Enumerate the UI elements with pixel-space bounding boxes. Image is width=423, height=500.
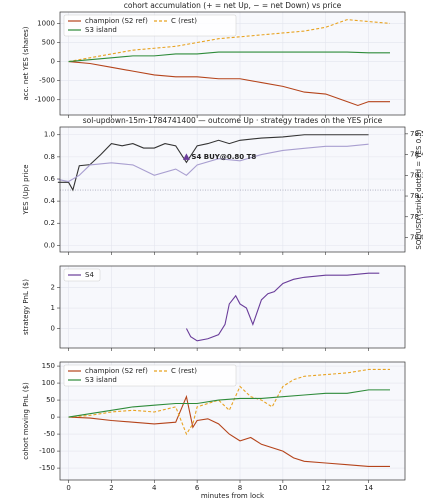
x-tick-label: 14 bbox=[364, 484, 373, 492]
plot-area bbox=[60, 266, 405, 348]
x-tick-label: 8 bbox=[238, 484, 242, 492]
y-tick-label: -50 bbox=[44, 430, 55, 438]
y2-tick-label: 78.3 bbox=[410, 171, 423, 179]
legend-box bbox=[63, 268, 101, 282]
y-tick-label: 0 bbox=[51, 325, 55, 333]
x-tick-label: 0 bbox=[66, 484, 70, 492]
trade-label: S4 BUY@0.80 T8 bbox=[191, 153, 256, 161]
y-tick-label: 1000 bbox=[37, 19, 55, 27]
y-tick-label: 500 bbox=[42, 39, 55, 47]
legend-label: champion (S2 ref) bbox=[85, 367, 148, 375]
legend-box bbox=[63, 364, 237, 387]
panel-title: cohort accumulation (+ = net Up, − = net… bbox=[124, 1, 342, 10]
series-line bbox=[57, 143, 369, 183]
y-axis-label: acc. net YES (shares) bbox=[22, 26, 30, 100]
plot-area bbox=[60, 127, 405, 252]
panel-title: sol-updown-15m-1784741400 — outcome Up ·… bbox=[83, 116, 383, 125]
legend-label: C (rest) bbox=[171, 367, 197, 375]
series-line bbox=[68, 394, 390, 467]
y2-tick-label: 78.0 bbox=[410, 233, 423, 241]
y-tick-label: 0.4 bbox=[44, 197, 56, 205]
legend-box bbox=[63, 14, 237, 37]
legend-label: C (rest) bbox=[171, 17, 197, 25]
y-tick-label: 150 bbox=[42, 362, 55, 370]
legend-label: champion (S2 ref) bbox=[85, 17, 148, 25]
series-line bbox=[68, 19, 391, 63]
y-tick-label: 50 bbox=[46, 396, 55, 404]
x-tick-label: 6 bbox=[195, 484, 200, 492]
y-tick-label: 1.0 bbox=[44, 131, 55, 139]
y-tick-label: 2 bbox=[51, 284, 55, 292]
y-axis-label: strategy PnL ($) bbox=[22, 279, 30, 335]
y2-axis-label: SOL/USD (strike dotted = YES 0.5) bbox=[415, 129, 423, 249]
x-tick-label: 10 bbox=[278, 484, 287, 492]
y-tick-label: 0 bbox=[51, 58, 55, 66]
plot-frame bbox=[59, 265, 406, 349]
plot-frame bbox=[59, 126, 406, 253]
legend-label: S4 bbox=[85, 271, 94, 279]
trade-marker bbox=[182, 153, 190, 160]
x-tick-label: 4 bbox=[152, 484, 157, 492]
y-tick-label: 0.2 bbox=[44, 219, 55, 227]
y-tick-label: -100 bbox=[39, 447, 55, 455]
y-tick-label: 0.6 bbox=[44, 175, 56, 183]
y-tick-label: -150 bbox=[39, 464, 55, 472]
x-tick-label: 2 bbox=[109, 484, 113, 492]
y-tick-label: 0 bbox=[51, 413, 55, 421]
y-tick-label: 0.0 bbox=[44, 241, 55, 249]
y2-tick-label: 78.1 bbox=[410, 213, 423, 221]
y-axis-label: cohort moving PnL ($) bbox=[22, 382, 30, 460]
y2-tick-label: 78.4 bbox=[410, 151, 423, 159]
series-line bbox=[68, 389, 390, 418]
y-tick-label: -1000 bbox=[35, 96, 55, 104]
legend-label: S3 island bbox=[85, 26, 117, 34]
legend-label: S3 island bbox=[85, 376, 117, 384]
y-tick-label: 0.8 bbox=[44, 153, 55, 161]
y-axis-label: YES (Up) price bbox=[22, 164, 30, 215]
series-line bbox=[185, 272, 380, 342]
plot-frame bbox=[59, 361, 406, 481]
y2-tick-label: 78.2 bbox=[410, 192, 423, 200]
series-line bbox=[68, 51, 390, 63]
series-line bbox=[68, 61, 390, 107]
x-tick-label: 12 bbox=[321, 484, 330, 492]
x-axis-label: minutes from lock bbox=[201, 492, 265, 500]
y-tick-label: -500 bbox=[39, 77, 55, 85]
y-tick-label: 100 bbox=[42, 379, 55, 387]
y-tick-label: 1 bbox=[51, 304, 55, 312]
y2-tick-label: 78.5 bbox=[410, 130, 423, 138]
plot-frame bbox=[59, 11, 406, 116]
